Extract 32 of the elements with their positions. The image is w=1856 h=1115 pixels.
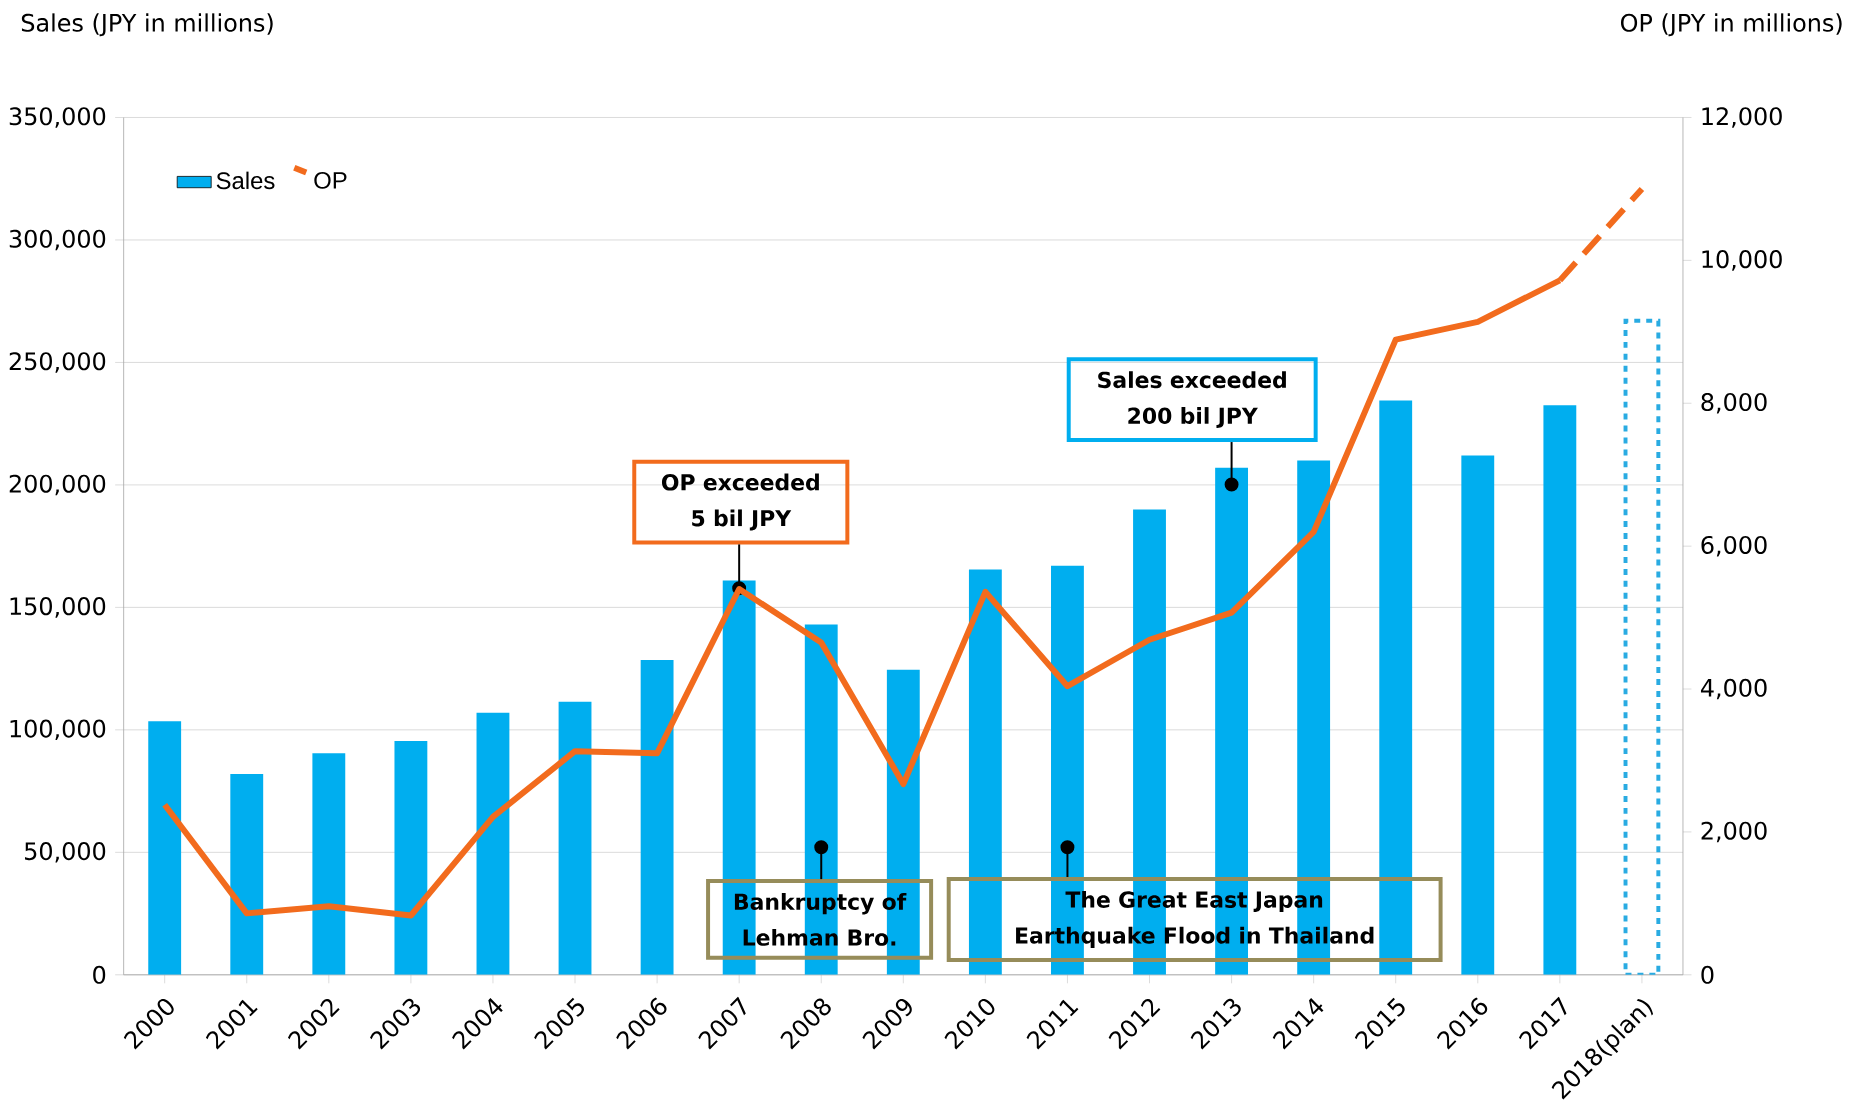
annotation: OP exceeded 5 bil JPY	[661, 473, 819, 531]
annotation: Sales exceeded 200 bil JPY	[1098, 371, 1286, 428]
bar	[1379, 400, 1413, 975]
bar	[394, 740, 428, 975]
bar	[148, 721, 182, 975]
y2-tick-label: 2,000	[1701, 821, 1767, 842]
y-tick-label: 50,000	[25, 841, 106, 863]
y2-tick-label: 8,000	[1701, 392, 1767, 414]
y-tick-label: 0	[93, 965, 106, 984]
bar	[968, 569, 1002, 975]
y-tick-label: 350,000	[9, 107, 106, 128]
y2-tick-label: 12,000	[1702, 107, 1782, 128]
bar	[1461, 455, 1495, 975]
y2-tick-label: 6,000	[1701, 535, 1767, 557]
bar	[1543, 405, 1577, 975]
y-tick-label: 200,000	[9, 474, 106, 495]
y2-tick-label: 4,000	[1700, 678, 1767, 700]
y2-axis-title: OP (JPY in millions)	[1621, 13, 1842, 37]
bar	[640, 659, 674, 975]
legend-label: OP	[314, 171, 347, 189]
legend-label: Sales	[216, 171, 275, 189]
y-tick-label: 250,000	[9, 351, 106, 373]
bar	[312, 752, 346, 975]
y-tick-label: 150,000	[10, 596, 106, 618]
y-tick-label: 100,000	[10, 719, 106, 740]
bar	[476, 712, 510, 975]
y2-tick-label: 10,000	[1702, 249, 1782, 271]
bar	[558, 701, 592, 975]
y2-tick-label: 0	[1701, 965, 1714, 984]
y-tick-label: 300,000	[9, 229, 106, 251]
bar	[230, 773, 264, 975]
y-axis-title: Sales (JPY in millions)	[21, 13, 273, 37]
